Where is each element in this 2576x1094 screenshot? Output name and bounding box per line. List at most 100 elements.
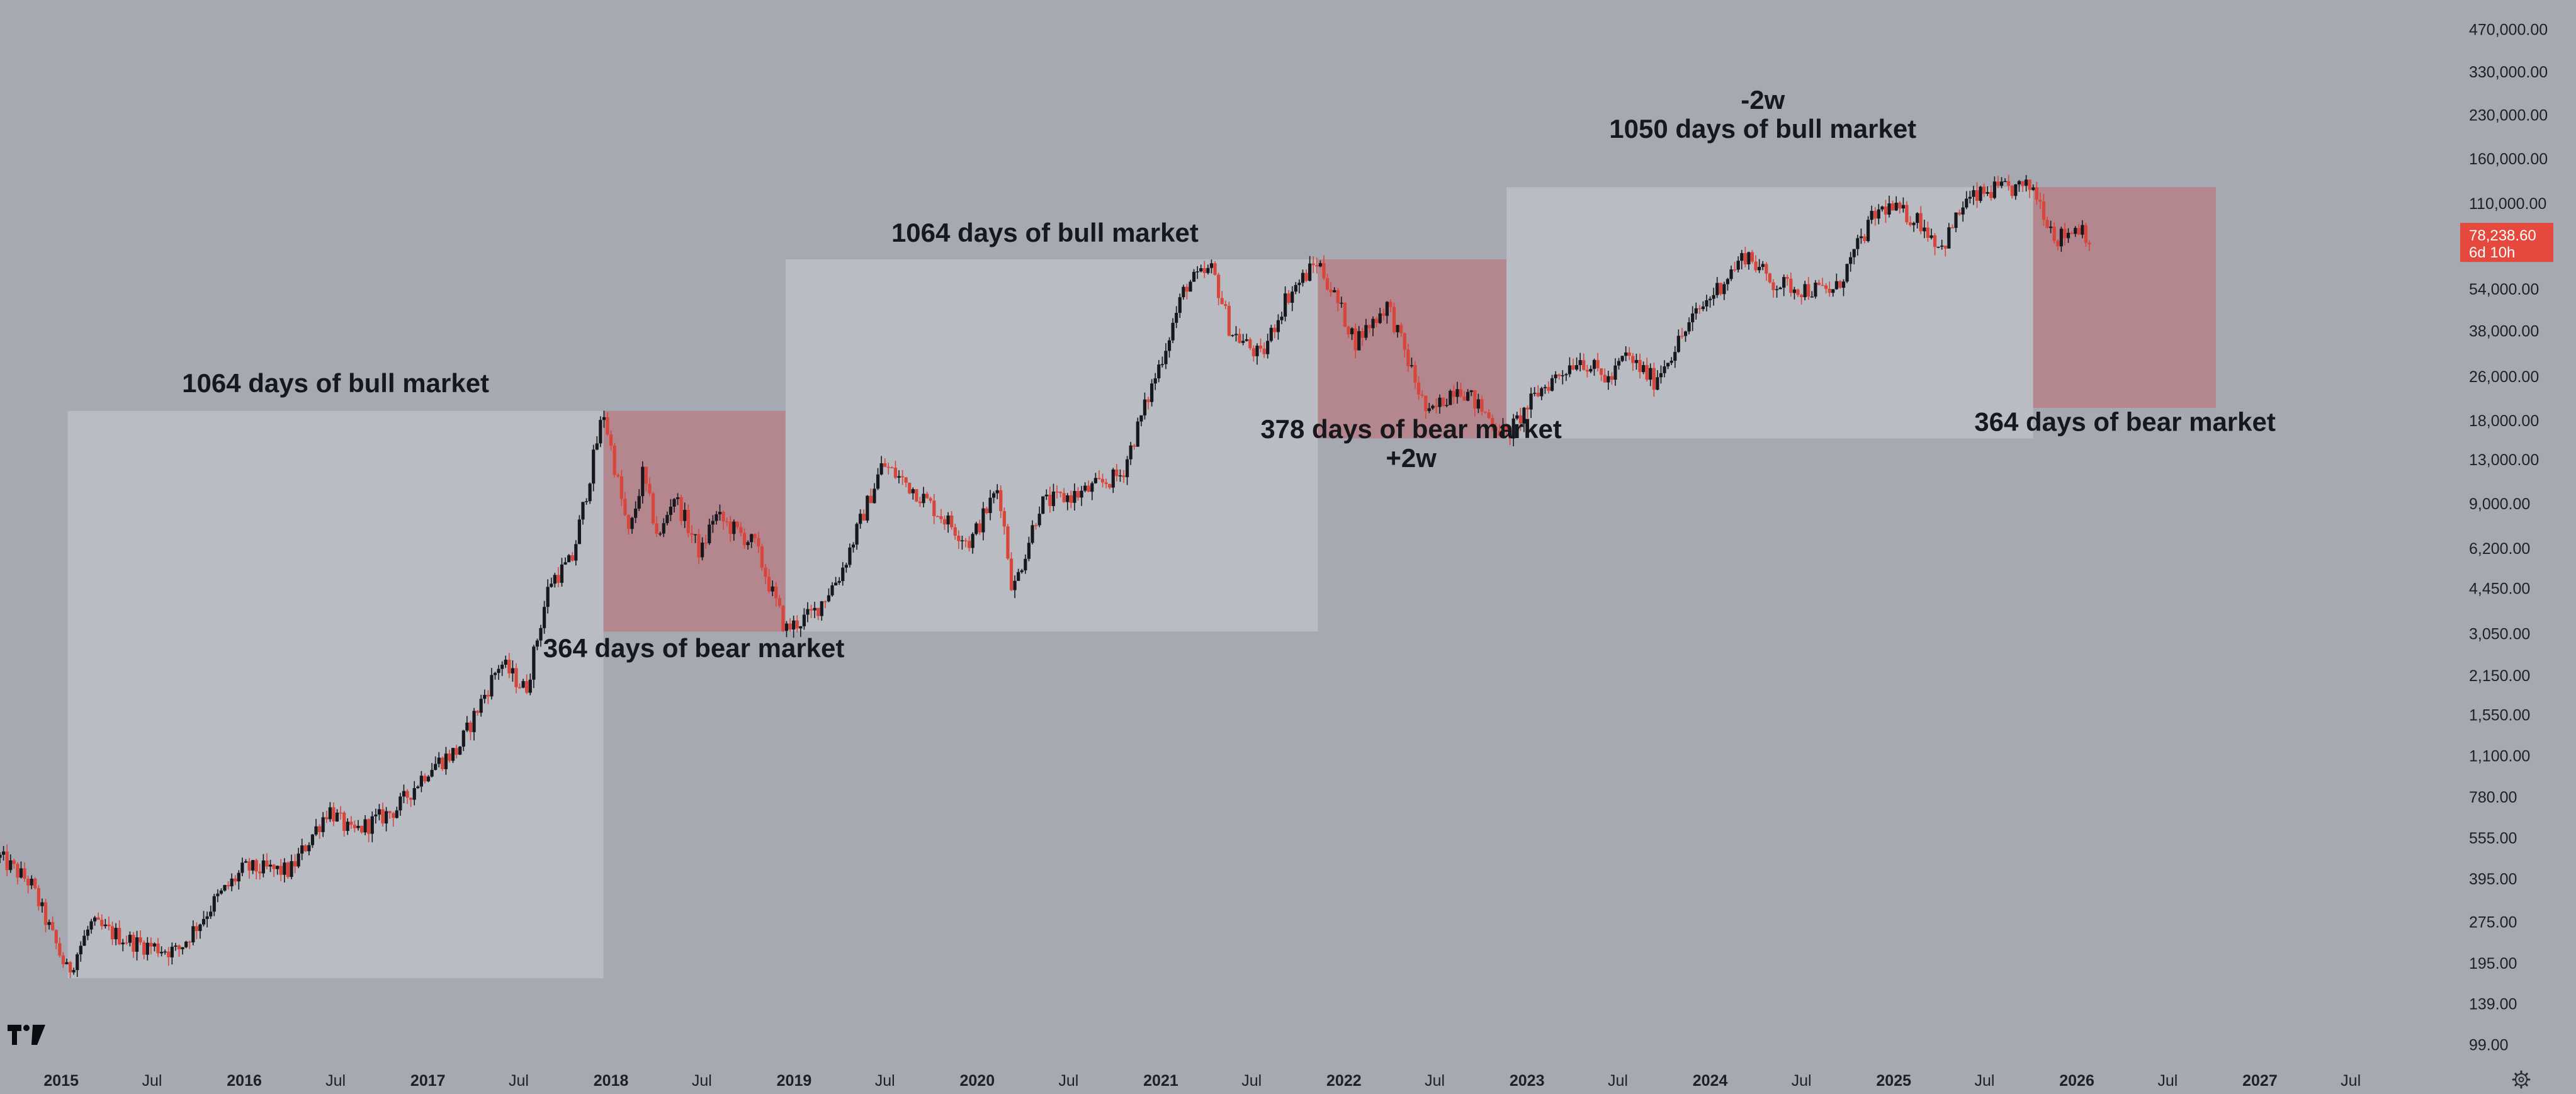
y-tick-label: 395.00 [2469,871,2517,888]
y-tick-label: 470,000.00 [2469,21,2548,39]
candle [1153,373,1157,390]
candle [675,493,680,505]
candle [876,468,880,490]
candle [328,802,332,822]
candle [356,820,360,831]
candle [307,842,311,855]
candle [581,502,585,525]
candle [981,502,985,541]
candle [16,862,20,884]
candle [2017,179,2021,192]
candle [2077,223,2081,235]
candle [669,499,673,521]
candle [51,916,55,931]
candle [191,920,195,945]
candle [476,710,480,716]
candle [458,746,462,755]
candle [655,516,658,537]
candle [1115,464,1119,482]
candle [1329,282,1333,297]
candle [58,937,62,958]
price-axis[interactable]: 99.00 139.00 195.00 275.00 395.00 555.00 780.0… [2469,21,2548,1054]
candle [1827,281,1831,297]
x-tick-label: Jul [875,1072,895,1090]
tradingview-logo-icon[interactable] [6,1022,50,1047]
candle [1020,568,1024,574]
candle [1104,478,1108,488]
candle [732,519,736,541]
candle [290,854,293,879]
candle [1024,554,1027,574]
candle [556,567,560,587]
candle [209,905,213,919]
candle [1908,216,1912,227]
candle [2087,240,2091,251]
x-tick-label: Jul [1608,1072,1628,1090]
candle [1712,288,1715,306]
candle [1733,262,1737,273]
candle [1378,307,1382,324]
candle [1782,274,1786,296]
candle [543,601,546,634]
candle [2056,239,2060,251]
candle [1750,250,1754,264]
candle [96,912,100,920]
candle [483,689,487,704]
candle [1143,392,1147,420]
candle [1406,343,1410,372]
candle [363,815,367,835]
candle [1533,386,1537,397]
candle [1041,496,1045,514]
candle [1136,417,1139,447]
y-tick-label: 780.00 [2469,789,2517,806]
candle [1898,201,1902,214]
candle [651,492,655,525]
candle [1540,386,1544,400]
candle [1852,249,1856,264]
y-tick-label: 555.00 [2469,830,2517,847]
annotation-bull-1-line-1: 1064 days of bull market [182,368,489,398]
candle [873,483,876,504]
candle [922,487,925,508]
candle [953,523,957,540]
time-axis[interactable]: 2015 Jul 2016 Jul 2017 Jul 2018 Jul 2019 Jul 2020 J… [43,1072,2361,1090]
candle [2031,184,2035,191]
x-tick-label: 2019 [777,1072,812,1090]
candle [395,806,398,819]
candle [444,747,448,775]
candle [1273,324,1277,339]
y-tick-label: 139.00 [2469,996,2517,1013]
candle [532,645,536,689]
x-tick-label: Jul [1792,1072,1812,1090]
candle [1494,422,1498,437]
candle [1037,506,1041,527]
candle [630,516,634,534]
candle [1491,414,1494,431]
candle [760,543,764,572]
y-tick-label: 18,000.00 [2469,412,2539,430]
gear-icon[interactable] [2512,1070,2531,1089]
candle [132,932,135,958]
x-tick-label: Jul [509,1072,529,1090]
candle [728,516,732,542]
candle [1761,261,1765,271]
candle [384,807,388,832]
candle [1009,552,1014,592]
candle [1652,363,1656,397]
candle [1217,273,1221,305]
candle [535,638,539,651]
candle [915,488,918,502]
candle [377,804,381,821]
candle [1073,483,1076,511]
candle [1933,233,1937,256]
candle [1006,524,1010,560]
candle [1111,468,1115,493]
candle [1416,376,1421,400]
candle [1420,390,1424,398]
candle [757,531,760,553]
candle [2084,222,2088,247]
x-tick-label: 2024 [1693,1072,1728,1090]
candle [89,918,93,934]
